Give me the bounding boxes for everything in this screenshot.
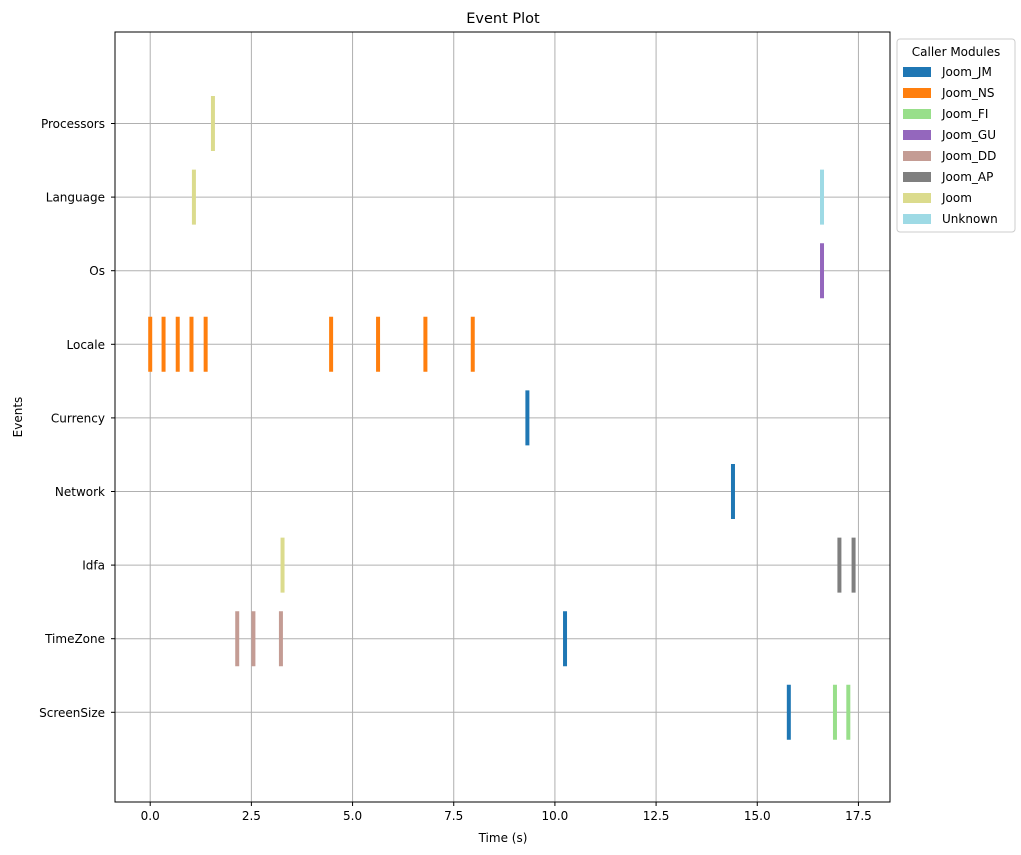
y-tick-label: Currency: [51, 411, 105, 425]
y-tick-label: ScreenSize: [39, 706, 105, 720]
y-axis-label: Events: [11, 397, 25, 438]
x-tick-label: 12.5: [643, 809, 670, 823]
legend-title: Caller Modules: [912, 45, 1000, 59]
legend-swatch: [903, 130, 931, 140]
y-tick-label: Language: [46, 191, 105, 205]
legend-entry-label: Unknown: [942, 212, 998, 226]
legend-swatch: [903, 172, 931, 182]
grid-lines: [115, 32, 890, 802]
legend-entry-label: Joom_JM: [941, 65, 992, 79]
y-tick-label: TimeZone: [44, 632, 105, 646]
chart-title: Event Plot: [466, 11, 540, 27]
y-tick-label: Network: [55, 485, 105, 499]
legend-entry-label: Joom_GU: [941, 128, 996, 142]
x-tick-label: 2.5: [242, 809, 261, 823]
y-tick-label: Os: [89, 264, 105, 278]
x-tick-label: 7.5: [444, 809, 463, 823]
event-marks: [148, 96, 856, 740]
y-tick-label: Locale: [67, 338, 105, 352]
legend-entry-label: Joom_AP: [941, 170, 993, 184]
legend-swatch: [903, 214, 931, 224]
legend-swatch: [903, 67, 931, 77]
legend-entry-label: Joom_DD: [941, 149, 996, 163]
x-tick-label: 10.0: [542, 809, 569, 823]
plot-frame: [114, 31, 891, 803]
legend-swatch: [903, 109, 931, 119]
legend-entry-label: Joom: [941, 191, 972, 205]
x-tick-label: 17.5: [845, 809, 872, 823]
y-tick-label: Idfa: [82, 559, 105, 573]
legend-entry-label: Joom_NS: [941, 86, 995, 100]
x-tick-label: 15.0: [744, 809, 771, 823]
legend-swatch: [903, 193, 931, 203]
y-tick-label: Processors: [41, 117, 105, 131]
x-tick-label: 5.0: [343, 809, 362, 823]
x-axis-ticks: 0.0 2.5 5.0 7.5 10.0 12.5 15.0 17.5: [141, 802, 872, 823]
legend-entry-label: Joom_FI: [941, 107, 988, 121]
y-axis-ticks: Processors Language Os Locale Currency Networ…: [39, 117, 115, 720]
legend-swatch: [903, 88, 931, 98]
legend: Caller Modules Joom_JM Joom_NS Joom_FI Joom…: [896, 38, 1016, 233]
legend-swatch: [903, 151, 931, 161]
x-tick-label: 0.0: [141, 809, 160, 823]
legend-box: [896, 38, 1016, 233]
x-axis-label: Time (s): [478, 831, 528, 845]
